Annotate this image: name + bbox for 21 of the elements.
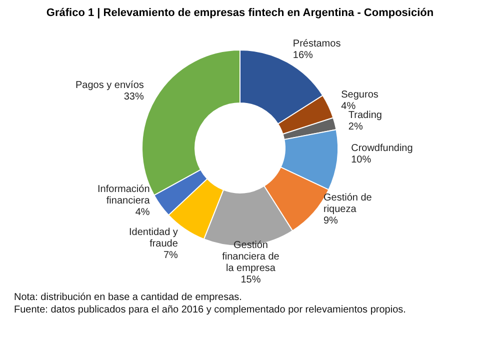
slice-label: Gestión de riqueza: [324, 192, 372, 215]
data-label: 2%: [348, 121, 363, 132]
data-label: 4%: [341, 101, 356, 112]
data-label: 16%: [292, 50, 314, 61]
source-note: Fuente: datos publicados para el año 2016 y complementado por relevamientos propios.: [14, 304, 406, 316]
slice-label: Pagos y envíos: [76, 80, 144, 92]
data-label: 7%: [163, 250, 178, 261]
slice-label: Identidad y fraude: [128, 226, 178, 250]
slice-label: Préstamos: [292, 38, 341, 50]
data-label: 15%: [240, 274, 261, 286]
slice-label: Crowdfunding: [351, 142, 413, 154]
slice-label: Seguros: [341, 90, 378, 101]
slice-label: Gestión financiera de la empresa: [222, 240, 280, 274]
slice-label: Trading: [348, 110, 382, 121]
chart-title: Gráfico 1 | Relevamiento de empresas fintech en Argentina - Composición: [46, 7, 434, 19]
data-label: 10%: [351, 154, 372, 166]
text: Nota: distribución en base a cantidad de empresas.: [14, 292, 242, 303]
data-label: 9%: [324, 215, 338, 226]
slice-label: Información financiera: [98, 184, 150, 207]
data-label: 4%: [135, 207, 150, 218]
data-label: 33%: [124, 92, 144, 103]
